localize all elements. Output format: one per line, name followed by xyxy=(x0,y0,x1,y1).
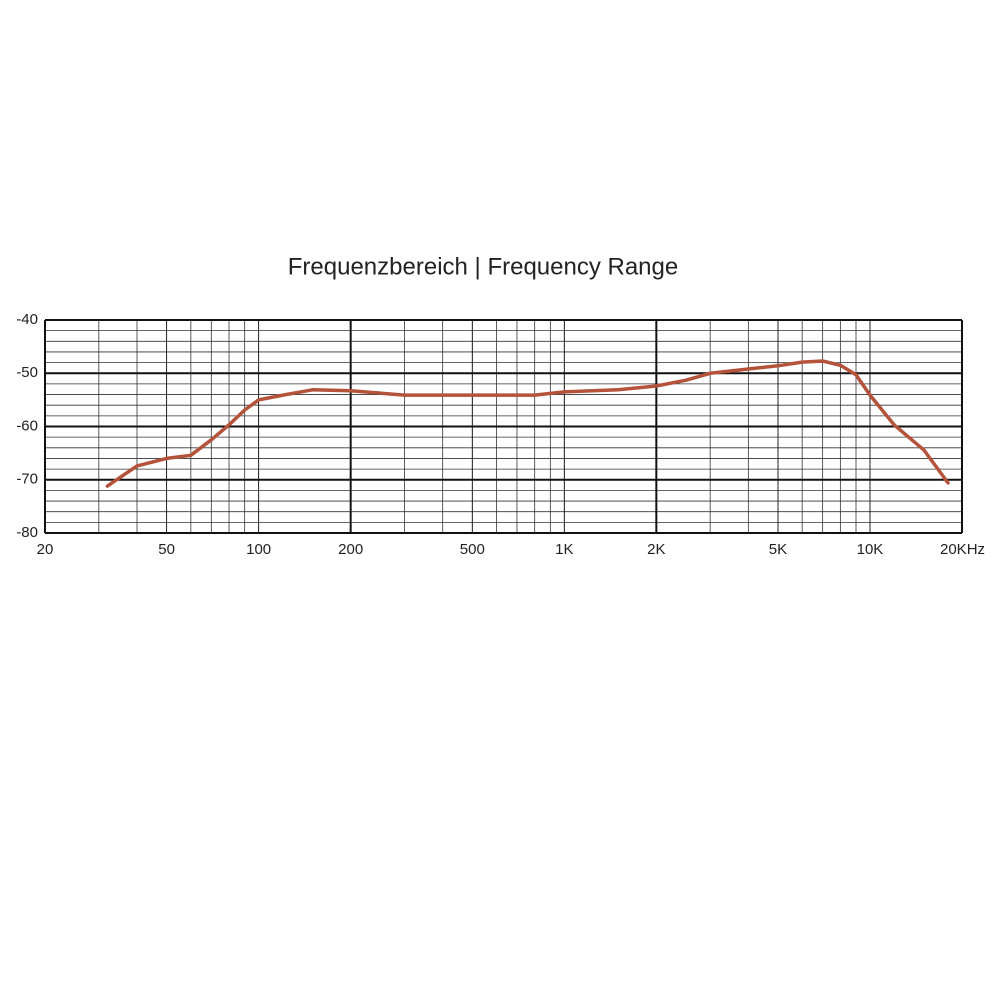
x-tick-label: 200 xyxy=(338,541,363,558)
x-tick-label: 1K xyxy=(555,541,573,558)
x-tick-label: 10K xyxy=(857,541,884,558)
y-tick-label: -60 xyxy=(16,417,38,434)
y-tick-label: -80 xyxy=(16,524,38,541)
y-tick-label: -40 xyxy=(16,311,38,328)
x-tick-label: 20KHz xyxy=(940,541,985,558)
y-tick-label: -50 xyxy=(16,364,38,381)
response-line xyxy=(105,359,950,488)
x-tick-label: 5K xyxy=(769,541,787,558)
y-tick-label: -70 xyxy=(16,471,38,488)
x-tick-label: 2K xyxy=(647,541,665,558)
chart-title: Frequenzbereich | Frequency Range xyxy=(288,253,678,280)
x-tick-label: 20 xyxy=(37,541,54,558)
x-tick-label: 500 xyxy=(460,541,485,558)
x-tick-label: 50 xyxy=(158,541,175,558)
x-tick-label: 100 xyxy=(246,541,271,558)
